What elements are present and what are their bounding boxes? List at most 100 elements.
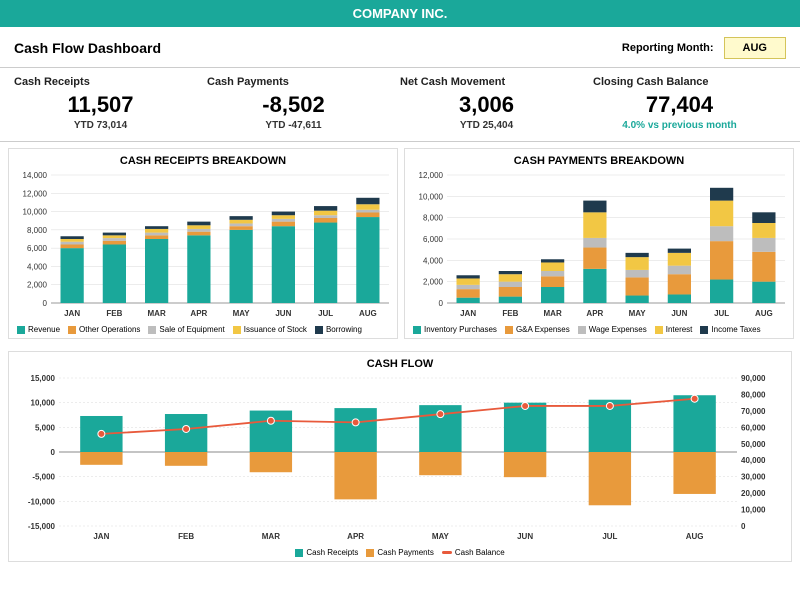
dashboard-title: Cash Flow Dashboard — [14, 40, 161, 56]
svg-text:12,000: 12,000 — [23, 189, 48, 198]
payments-chart-box: CASH PAYMENTS BREAKDOWN 0 2,000 4,000 6,000… — [404, 148, 794, 339]
svg-text:-10,000: -10,000 — [28, 497, 56, 506]
kpi-label: Net Cash Movement — [400, 76, 593, 88]
svg-text:AUG: AUG — [686, 532, 704, 541]
svg-text:0: 0 — [439, 299, 444, 308]
kpi-label: Cash Payments — [207, 76, 400, 88]
payments-chart-title: CASH PAYMENTS BREAKDOWN — [409, 155, 789, 167]
svg-text:2,000: 2,000 — [27, 281, 48, 290]
legend-item: Issuance of Stock — [233, 325, 307, 334]
svg-text:15,000: 15,000 — [31, 374, 56, 383]
svg-text:AUG: AUG — [755, 309, 773, 318]
kpi-card: Cash Payments -8,502 YTD -47,611 — [207, 76, 400, 131]
svg-text:JUL: JUL — [714, 309, 729, 318]
svg-text:10,000: 10,000 — [741, 506, 766, 515]
kpi-sub: YTD 25,404 — [400, 120, 593, 131]
svg-text:APR: APR — [586, 309, 603, 318]
legend-item: Inventory Purchases — [413, 325, 497, 334]
svg-text:10,000: 10,000 — [419, 192, 444, 201]
svg-text:10,000: 10,000 — [23, 208, 48, 217]
kpi-card: Cash Receipts 11,507 YTD 73,014 — [14, 76, 207, 131]
legend-item: Borrowing — [315, 325, 362, 334]
svg-text:JUL: JUL — [602, 532, 617, 541]
svg-text:MAR: MAR — [544, 309, 562, 318]
svg-text:2,000: 2,000 — [423, 278, 444, 287]
reporting-month-select[interactable]: AUG — [724, 37, 786, 59]
kpi-value: 77,404 — [593, 88, 786, 120]
svg-text:14,000: 14,000 — [23, 171, 48, 180]
svg-text:MAR: MAR — [262, 532, 280, 541]
receipts-chart: 02,0004,0006,0008,00010,00012,00014,000J… — [13, 171, 393, 321]
svg-text:-15,000: -15,000 — [28, 522, 56, 531]
svg-text:10,000: 10,000 — [31, 399, 56, 408]
svg-text:12,000: 12,000 — [419, 171, 444, 180]
svg-text:6,000: 6,000 — [27, 244, 48, 253]
legend-item: Income Taxes — [700, 325, 760, 334]
legend-item: Cash Receipts — [295, 548, 358, 557]
kpi-label: Closing Cash Balance — [593, 76, 786, 88]
svg-text:JAN: JAN — [64, 309, 80, 318]
cashflow-chart: -15,000 -10,000 -5,000 0 5,000 10,000 15,000 0 1… — [13, 374, 783, 544]
svg-text:4,000: 4,000 — [423, 256, 444, 265]
svg-text:JUN: JUN — [671, 309, 687, 318]
company-header: COMPANY INC. — [0, 0, 800, 27]
legend-item: Revenue — [17, 325, 60, 334]
svg-text:JAN: JAN — [93, 532, 109, 541]
kpi-sub: YTD 73,014 — [14, 120, 207, 131]
svg-text:50,000: 50,000 — [741, 440, 766, 449]
legend-item: Wage Expenses — [578, 325, 647, 334]
svg-text:APR: APR — [190, 309, 207, 318]
cashflow-chart-title: CASH FLOW — [13, 358, 787, 370]
svg-text:FEB: FEB — [178, 532, 194, 541]
receipts-chart-box: CASH RECEIPTS BREAKDOWN 02,0004,0006,000… — [8, 148, 398, 339]
svg-text:90,000: 90,000 — [741, 374, 766, 383]
svg-text:8,000: 8,000 — [423, 214, 444, 223]
svg-text:FEB: FEB — [502, 309, 518, 318]
svg-text:MAY: MAY — [629, 309, 647, 318]
svg-text:4,000: 4,000 — [27, 262, 48, 271]
svg-text:AUG: AUG — [359, 309, 377, 318]
kpi-card: Net Cash Movement 3,006 YTD 25,404 — [400, 76, 593, 131]
svg-text:0: 0 — [741, 522, 746, 531]
svg-text:5,000: 5,000 — [35, 423, 56, 432]
svg-text:-5,000: -5,000 — [32, 473, 55, 482]
svg-text:30,000: 30,000 — [741, 473, 766, 482]
svg-text:0: 0 — [51, 448, 56, 457]
kpi-value: 3,006 — [400, 88, 593, 120]
legend-item: Sale of Equipment — [148, 325, 224, 334]
legend-item: G&A Expenses — [505, 325, 570, 334]
svg-text:APR: APR — [347, 532, 364, 541]
svg-text:6,000: 6,000 — [423, 235, 444, 244]
kpi-value: 11,507 — [14, 88, 207, 120]
svg-text:FEB: FEB — [106, 309, 122, 318]
svg-text:8,000: 8,000 — [27, 226, 48, 235]
payments-legend: Inventory Purchases G&A Expenses Wage Expe… — [409, 321, 789, 334]
cashflow-chart-box: CASH FLOW -15,000 -10,000 -5,000 0 5,000 10,0… — [8, 351, 792, 562]
legend-item: Cash Balance — [442, 548, 505, 557]
kpi-card: Closing Cash Balance 77,404 4.0% vs prev… — [593, 76, 786, 131]
svg-text:MAY: MAY — [432, 532, 450, 541]
reporting-month-group: Reporting Month: AUG — [622, 37, 786, 59]
svg-text:60,000: 60,000 — [741, 423, 766, 432]
kpi-sub: 4.0% vs previous month — [593, 120, 786, 131]
svg-text:80,000: 80,000 — [741, 390, 766, 399]
receipts-legend: RevenueOther OperationsSale of Equipment… — [13, 321, 393, 334]
svg-text:JUN: JUN — [275, 309, 291, 318]
svg-text:JUL: JUL — [318, 309, 333, 318]
legend-item: Interest — [655, 325, 693, 334]
svg-text:40,000: 40,000 — [741, 456, 766, 465]
payments-chart: 0 2,000 4,000 6,000 8,000 10,000 12,000 JAN FEB M… — [409, 171, 789, 321]
svg-text:JAN: JAN — [460, 309, 476, 318]
kpi-value: -8,502 — [207, 88, 400, 120]
kpi-sub: YTD -47,611 — [207, 120, 400, 131]
receipts-chart-title: CASH RECEIPTS BREAKDOWN — [13, 155, 393, 167]
svg-text:JUN: JUN — [517, 532, 533, 541]
legend-item: Cash Payments — [366, 548, 433, 557]
kpi-label: Cash Receipts — [14, 76, 207, 88]
svg-text:20,000: 20,000 — [741, 489, 766, 498]
cashflow-legend: Cash Receipts Cash Payments Cash Balance — [13, 544, 787, 557]
reporting-month-label: Reporting Month: — [622, 42, 714, 54]
svg-text:MAY: MAY — [233, 309, 251, 318]
title-row: Cash Flow Dashboard Reporting Month: AUG — [0, 27, 800, 68]
svg-text:MAR: MAR — [148, 309, 166, 318]
